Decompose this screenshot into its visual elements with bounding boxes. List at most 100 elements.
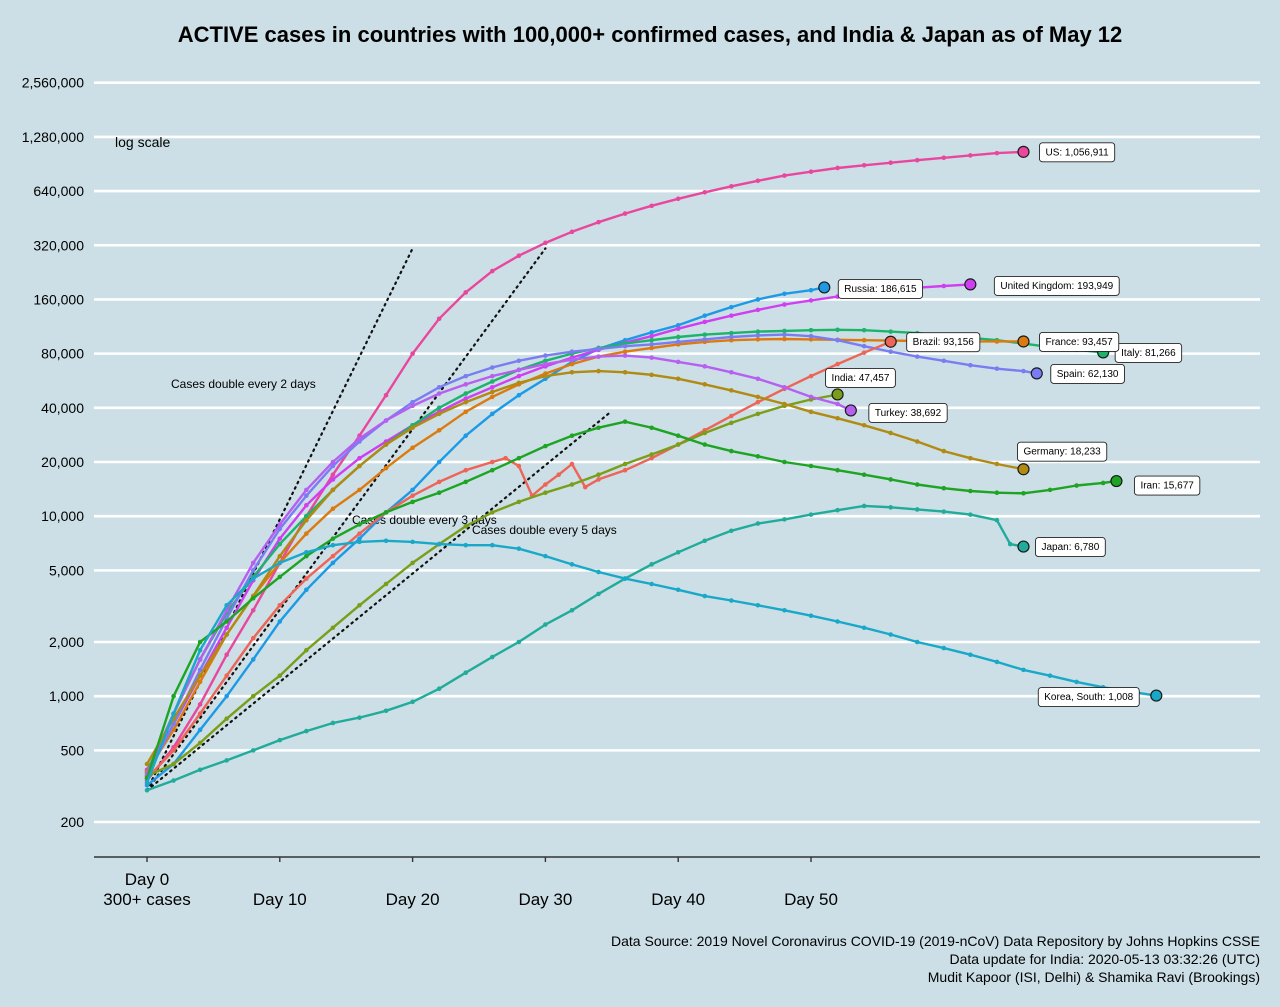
data-point (702, 332, 708, 337)
data-point (596, 368, 601, 374)
data-point (861, 625, 867, 631)
data-point (197, 702, 203, 707)
data-point (330, 560, 336, 566)
data-point (330, 553, 336, 559)
data-point (516, 373, 522, 379)
data-point (144, 761, 150, 767)
data-point (941, 645, 947, 651)
data-point (463, 399, 469, 405)
data-point (224, 693, 229, 699)
data-point (489, 389, 495, 395)
data-point (968, 455, 973, 461)
end-label-brazil: Brazil: 93,156 (906, 332, 981, 353)
data-point (383, 442, 389, 447)
data-point (330, 487, 336, 493)
end-label-box-japan (1035, 537, 1106, 558)
data-point (277, 737, 283, 743)
end-label-india: India: 47,457 (825, 368, 896, 388)
data-point (436, 428, 442, 433)
data-point (675, 326, 681, 332)
data-point (543, 353, 548, 358)
data-point (197, 667, 203, 673)
data-point (861, 350, 867, 355)
series-endpoint-germany (1017, 463, 1030, 476)
end-label-box-russia (837, 278, 924, 299)
data-point (755, 178, 761, 184)
data-point (250, 576, 256, 581)
data-point (649, 425, 654, 431)
data-point (436, 391, 442, 396)
data-point (1074, 679, 1079, 685)
data-point (914, 639, 920, 645)
data-point (861, 343, 867, 349)
data-point (941, 283, 947, 289)
end-label-text-spain: Spain: 62,130 (1057, 369, 1119, 380)
series-endpoint-us (1017, 145, 1030, 158)
data-point (463, 433, 469, 438)
data-point (516, 546, 522, 551)
end-label-box-turkey (868, 402, 948, 423)
data-point (516, 455, 522, 461)
data-point (171, 761, 176, 767)
data-point (224, 673, 229, 678)
source-line-2: Data update for India: 2020-05-13 03:32:… (949, 951, 1260, 967)
data-point (224, 602, 229, 608)
data-point (675, 334, 681, 340)
data-point (835, 507, 840, 513)
data-point (503, 455, 508, 461)
data-point (516, 463, 522, 469)
data-point (543, 622, 548, 627)
data-point (197, 767, 203, 773)
data-point (782, 459, 787, 465)
data-point (729, 304, 734, 310)
data-point (144, 788, 150, 793)
data-point (622, 576, 628, 581)
data-point (782, 291, 787, 297)
data-point (596, 569, 601, 575)
data-point (755, 602, 761, 608)
end-label-text-germany: Germany: 18,233 (1023, 447, 1101, 458)
doubling-reference-lines: Cases double every 2 days Cases double ev… (145, 247, 617, 792)
series-endpoint-russia (818, 281, 831, 294)
data-point (463, 290, 469, 295)
x-tick-label: Day 10 (253, 890, 307, 909)
data-point (383, 465, 389, 471)
data-point (463, 542, 469, 548)
series-line-germany (145, 369, 1024, 765)
data-point (436, 385, 442, 390)
data-point (569, 229, 575, 235)
end-label-japan: Japan: 6,780 (1035, 537, 1106, 558)
data-point (304, 517, 309, 523)
data-point (410, 699, 415, 705)
end-label-russia: Russia: 186,615 (837, 278, 924, 299)
data-point (596, 477, 601, 482)
data-point (304, 728, 309, 734)
data-point (224, 632, 229, 637)
data-point (197, 727, 203, 733)
data-point (702, 593, 708, 599)
data-point (516, 380, 522, 386)
data-point (702, 313, 708, 318)
series-iran (144, 419, 1123, 781)
data-point (994, 659, 1000, 665)
data-point (277, 522, 283, 527)
data-point (729, 448, 734, 454)
data-point (888, 329, 893, 334)
data-point (516, 253, 522, 258)
data-point (941, 358, 947, 364)
data-point (250, 560, 256, 566)
data-point (1007, 541, 1013, 547)
data-point (543, 358, 548, 364)
data-point (304, 647, 309, 653)
data-point (808, 327, 814, 333)
series-endpoint-brazil (884, 335, 897, 348)
data-point (489, 373, 495, 379)
data-point (702, 364, 708, 369)
data-point (304, 576, 309, 581)
data-point (1074, 483, 1079, 488)
end-label-france: France: 93,457 (1039, 332, 1120, 352)
reference-label-3-days: Cases double every 3 days (352, 513, 497, 527)
end-label-box-us (1039, 142, 1116, 163)
data-point (357, 539, 362, 545)
data-point (596, 472, 601, 478)
